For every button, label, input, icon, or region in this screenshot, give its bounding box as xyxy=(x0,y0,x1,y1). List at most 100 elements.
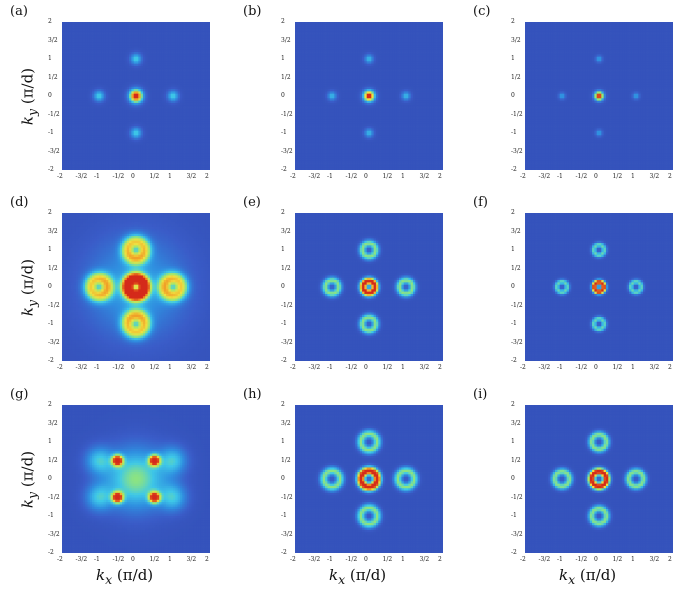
heatmap-cell xyxy=(380,49,384,53)
heatmap-cell xyxy=(166,112,169,115)
heatmap-cell xyxy=(71,121,74,125)
heatmap-cell xyxy=(173,91,176,95)
heatmap-cell xyxy=(136,105,139,108)
heatmap-cell xyxy=(78,45,81,48)
heatmap-cell xyxy=(166,63,169,67)
heatmap-cell xyxy=(207,91,210,95)
heatmap-cell xyxy=(117,116,121,120)
heatmap-cell xyxy=(73,49,77,53)
heatmap-cell xyxy=(71,28,74,32)
heatmap-cell xyxy=(156,26,160,30)
heatmap-cell xyxy=(115,61,118,65)
heatmap-cell xyxy=(99,116,102,120)
heatmap-cell xyxy=(311,35,314,39)
heatmap-cell xyxy=(73,139,77,143)
heatmap-cell xyxy=(186,56,190,60)
heatmap-cell xyxy=(101,79,105,83)
heatmap-cell xyxy=(332,42,335,46)
heatmap-cell xyxy=(205,119,209,122)
heatmap-cell xyxy=(126,93,130,97)
heatmap-cell xyxy=(399,35,402,39)
heatmap-cell xyxy=(308,31,312,34)
heatmap-cell xyxy=(71,144,74,148)
heatmap-cell xyxy=(119,146,123,150)
heatmap-cell xyxy=(186,59,190,62)
heatmap-cell xyxy=(66,130,70,134)
heatmap-cell xyxy=(295,49,298,53)
heatmap-cell xyxy=(163,63,167,67)
heatmap-cell xyxy=(78,22,81,25)
heatmap-cell xyxy=(334,52,338,55)
heatmap-cell xyxy=(85,149,88,152)
heatmap-cell xyxy=(85,153,88,157)
heatmap-cell xyxy=(68,93,72,97)
heatmap-cell xyxy=(136,54,139,58)
heatmap-cell xyxy=(173,153,176,157)
heatmap-cell xyxy=(193,24,197,28)
heatmap-cell xyxy=(103,26,107,30)
heatmap-cell xyxy=(163,70,167,74)
heatmap-cell xyxy=(136,28,139,32)
heatmap-cell xyxy=(112,93,116,97)
heatmap-cell xyxy=(168,137,172,141)
heatmap-cell xyxy=(168,77,172,81)
heatmap-cell xyxy=(112,75,116,78)
heatmap-cell xyxy=(66,49,70,53)
heatmap-cell xyxy=(138,135,142,139)
heatmap-cell xyxy=(203,165,206,169)
heatmap-cell xyxy=(82,52,86,55)
heatmap-cell xyxy=(207,70,210,74)
heatmap-cell xyxy=(110,135,114,139)
heatmap-cell xyxy=(196,123,199,127)
heatmap-cell xyxy=(205,54,209,58)
heatmap-cell xyxy=(140,98,144,102)
heatmap-cell xyxy=(156,123,160,127)
heatmap-cell xyxy=(71,35,74,39)
heatmap-cell xyxy=(299,22,303,25)
heatmap-cell xyxy=(154,28,158,32)
heatmap-cell xyxy=(315,33,319,37)
heatmap-cell xyxy=(138,28,142,32)
heatmap-cell xyxy=(308,42,312,46)
heatmap-cell xyxy=(415,49,418,53)
heatmap-cell xyxy=(62,82,65,85)
heatmap-cell xyxy=(369,33,372,37)
heatmap-cell xyxy=(184,126,188,129)
heatmap-cell xyxy=(345,49,349,53)
heatmap-cell xyxy=(179,142,183,145)
heatmap-cell xyxy=(66,135,70,139)
heatmap-cell xyxy=(89,49,93,53)
heatmap-cell xyxy=(177,139,181,143)
heatmap-cell xyxy=(112,79,116,83)
heatmap-cell xyxy=(350,22,354,25)
heatmap-cell xyxy=(85,135,88,139)
heatmap-cell xyxy=(186,149,190,152)
heatmap-cell xyxy=(182,28,185,32)
heatmap-cell xyxy=(124,59,128,62)
heatmap-cell xyxy=(94,24,98,28)
heatmap-cell xyxy=(133,47,137,51)
heatmap-cell xyxy=(89,45,93,48)
heatmap-cell xyxy=(99,130,102,134)
heatmap-cell xyxy=(387,28,391,32)
heatmap-cell xyxy=(431,26,435,30)
heatmap-cell xyxy=(336,22,340,25)
heatmap-cell xyxy=(66,105,70,108)
heatmap-cell xyxy=(87,163,91,166)
heatmap-cell xyxy=(133,135,137,139)
heatmap-cell xyxy=(62,84,65,88)
heatmap-cell xyxy=(163,107,167,111)
heatmap-cell xyxy=(191,33,195,37)
heatmap-cell xyxy=(119,52,123,55)
heatmap-cell xyxy=(193,56,197,60)
heatmap-cell xyxy=(184,114,188,118)
heatmap-cell xyxy=(124,65,128,69)
heatmap-cell xyxy=(140,128,144,132)
heatmap-cell xyxy=(203,121,206,125)
heatmap-cell xyxy=(68,35,72,39)
heatmap-cell xyxy=(73,47,77,51)
heatmap-cell xyxy=(203,156,206,159)
heatmap-cell xyxy=(179,139,183,143)
heatmap-cell xyxy=(348,38,351,41)
heatmap-cell xyxy=(119,158,123,162)
